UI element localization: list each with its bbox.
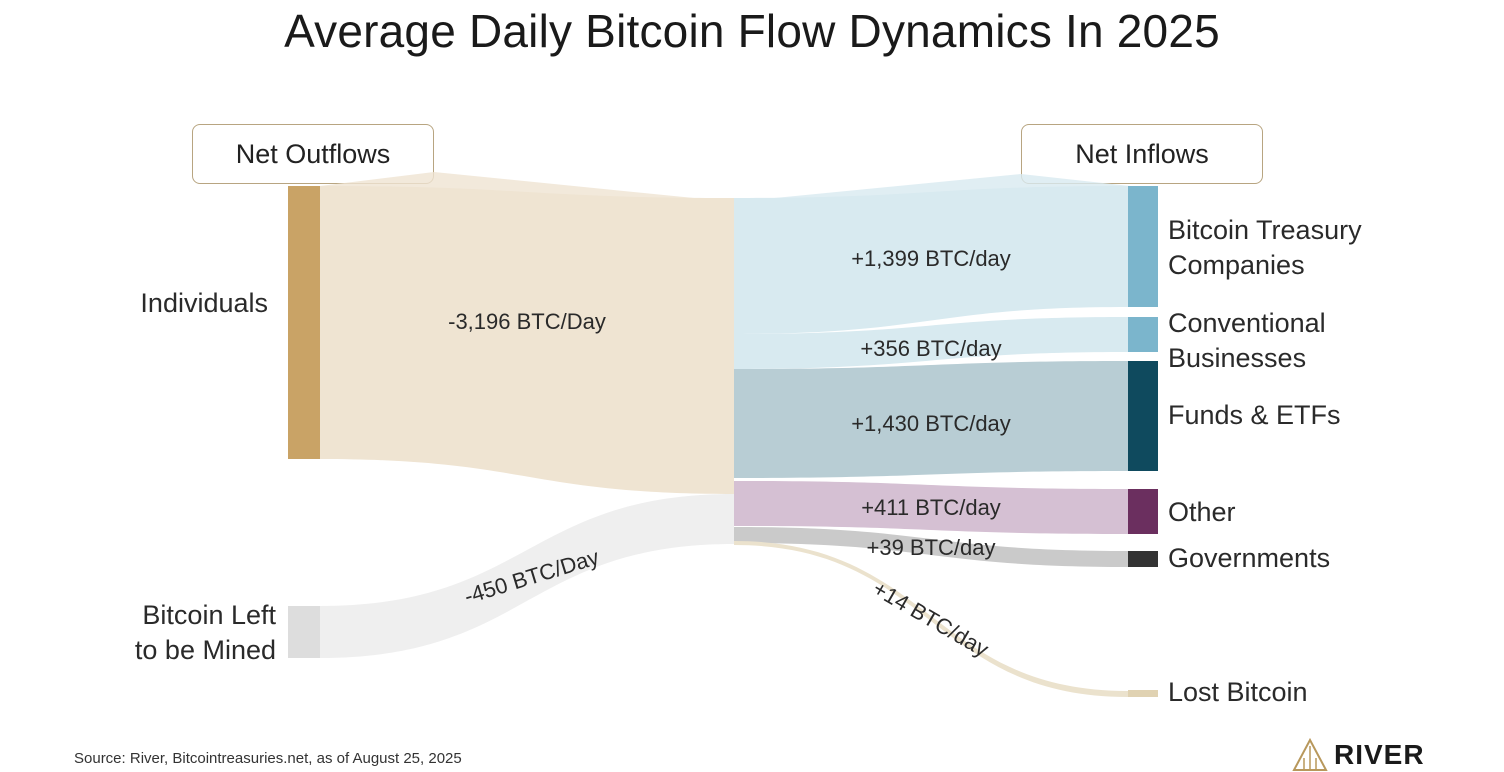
value-label-funds: +1,430 BTC/day — [851, 411, 1011, 436]
flow-other — [734, 481, 1128, 534]
target-label-business-line1: Conventional — [1168, 308, 1326, 338]
value-label-business: +356 BTC/day — [860, 336, 1001, 361]
target-label-other: Other — [1168, 497, 1236, 527]
flow-funds — [734, 361, 1128, 478]
target-label-business-line2: Businesses — [1168, 343, 1307, 373]
flow-treasury — [734, 186, 1128, 334]
target-label-business: Conventional Businesses — [1168, 306, 1326, 376]
target-label-treasury-line1: Bitcoin Treasury — [1168, 215, 1362, 245]
source-label-mined-line1: Bitcoin Left — [142, 600, 276, 630]
flow-business — [734, 317, 1128, 369]
flow-lost — [734, 541, 1128, 697]
node-funds — [1128, 361, 1158, 471]
source-label-mined: Bitcoin Left to be Mined — [80, 598, 276, 668]
net-outflows-header: Net Outflows — [192, 124, 434, 184]
river-logo-text: RIVER — [1334, 739, 1425, 770]
node-other — [1128, 489, 1158, 534]
inflows-header-connector — [734, 174, 1130, 202]
net-inflows-header: Net Inflows — [1021, 124, 1263, 184]
node-treasury — [1128, 186, 1158, 307]
source-label-individuals: Individuals — [140, 288, 268, 318]
flow-individuals — [320, 186, 734, 494]
value-label-other: +411 BTC/day — [861, 495, 1001, 520]
target-label-treasury-line2: Companies — [1168, 250, 1305, 280]
value-label-individuals: -3,196 BTC/Day — [448, 309, 606, 334]
source-label-mined-line2: to be Mined — [134, 635, 276, 665]
value-label-treasury: +1,399 BTC/day — [851, 246, 1011, 271]
flow-mined — [320, 494, 734, 658]
node-governments — [1128, 551, 1158, 567]
node-business — [1128, 317, 1158, 352]
node-mined — [288, 606, 320, 658]
river-logo-icon — [1292, 738, 1328, 771]
value-label-governments: +39 BTC/day — [866, 535, 995, 560]
flow-governments — [734, 527, 1128, 567]
value-label-lost: +14 BTC/day — [869, 576, 993, 662]
node-individuals — [288, 186, 320, 459]
chart-title: Average Daily Bitcoin Flow Dynamics In 2… — [284, 5, 1220, 57]
river-logo: RIVER — [1292, 738, 1425, 772]
outflows-header-connector — [320, 172, 734, 202]
target-label-lost: Lost Bitcoin — [1168, 677, 1308, 707]
source-footnote: Source: River, Bitcointreasuries.net, as… — [74, 750, 462, 767]
target-label-funds: Funds & ETFs — [1168, 400, 1341, 430]
node-lost — [1128, 690, 1158, 697]
target-label-treasury: Bitcoin Treasury Companies — [1168, 213, 1362, 283]
target-label-governments: Governments — [1168, 543, 1331, 573]
